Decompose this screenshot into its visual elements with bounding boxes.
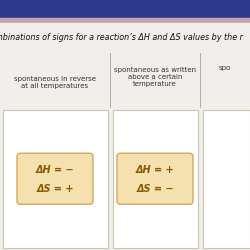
Text: ΔS = +: ΔS = + <box>36 184 74 194</box>
Text: spo: spo <box>219 65 231 71</box>
Bar <box>0 22 250 52</box>
Bar <box>0 18 250 22</box>
Bar <box>202 110 250 248</box>
Bar <box>2 110 108 248</box>
Bar <box>0 0 250 18</box>
Text: ΔH = −: ΔH = − <box>36 165 74 175</box>
FancyBboxPatch shape <box>117 153 193 204</box>
Bar <box>0 52 250 108</box>
Text: spontaneous in reverse
at all temperatures: spontaneous in reverse at all temperatur… <box>14 76 96 89</box>
Text: spontaneous as written
above a certain
temperature: spontaneous as written above a certain t… <box>114 67 196 87</box>
Bar <box>112 110 198 248</box>
Text: ΔH = +: ΔH = + <box>136 165 174 175</box>
Text: ΔS = −: ΔS = − <box>136 184 174 194</box>
Text: mbinations of signs for a reaction’s ΔH and ΔS values by the r: mbinations of signs for a reaction’s ΔH … <box>0 33 243 42</box>
FancyBboxPatch shape <box>17 153 93 204</box>
